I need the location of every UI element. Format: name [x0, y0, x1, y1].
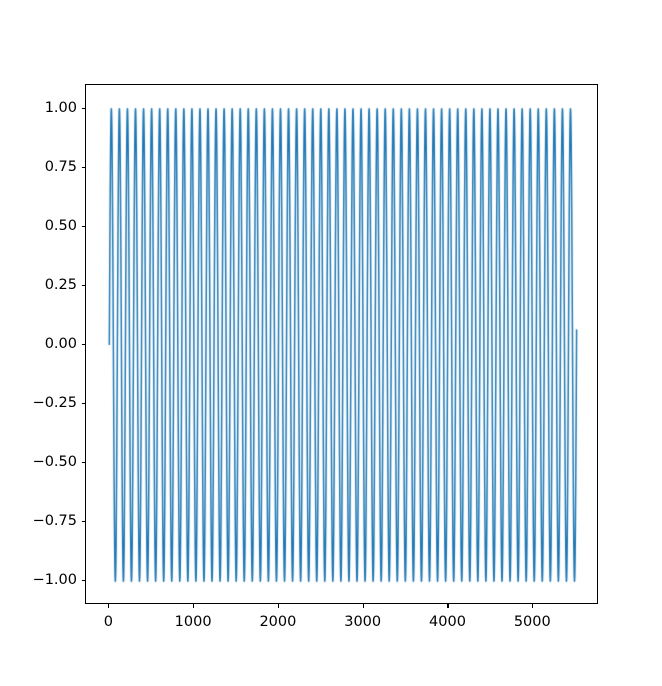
x-tick-mark: [532, 604, 534, 608]
y-tick-mark: [81, 166, 85, 168]
y-tick-mark: [81, 284, 85, 286]
y-tick-mark: [81, 521, 85, 523]
y-tick-label: 1.00: [44, 99, 77, 116]
x-tick-label: 0: [103, 614, 113, 630]
x-tick-label: 5000: [513, 614, 551, 630]
y-tick-mark: [81, 403, 85, 405]
y-tick-label: −0.50: [32, 453, 77, 470]
y-tick-label: 0.00: [44, 335, 77, 352]
y-tick-label: −1.00: [32, 572, 77, 589]
y-tick-label: 0.25: [44, 276, 77, 293]
plot-axes: [85, 84, 598, 604]
x-tick-mark: [277, 604, 279, 608]
x-tick-mark: [447, 604, 449, 608]
y-tick-label: 0.75: [44, 158, 77, 175]
y-tick-label: −0.75: [32, 513, 77, 530]
x-tick-label: 4000: [429, 614, 466, 630]
x-tick-label: 2000: [259, 614, 297, 630]
x-tick-label: 3000: [344, 614, 382, 630]
y-tick-mark: [81, 107, 85, 109]
y-tick-mark: [81, 462, 85, 464]
x-tick-label: 1000: [174, 614, 212, 630]
x-tick-mark: [108, 604, 110, 608]
x-tick-mark: [193, 604, 195, 608]
y-tick-mark: [81, 225, 85, 227]
y-tick-mark: [81, 344, 85, 346]
line-plot-canvas: [86, 85, 597, 603]
y-tick-label: −0.25: [32, 394, 77, 411]
y-tick-label: 0.50: [44, 217, 77, 234]
y-tick-mark: [81, 580, 85, 582]
x-tick-mark: [362, 604, 364, 608]
